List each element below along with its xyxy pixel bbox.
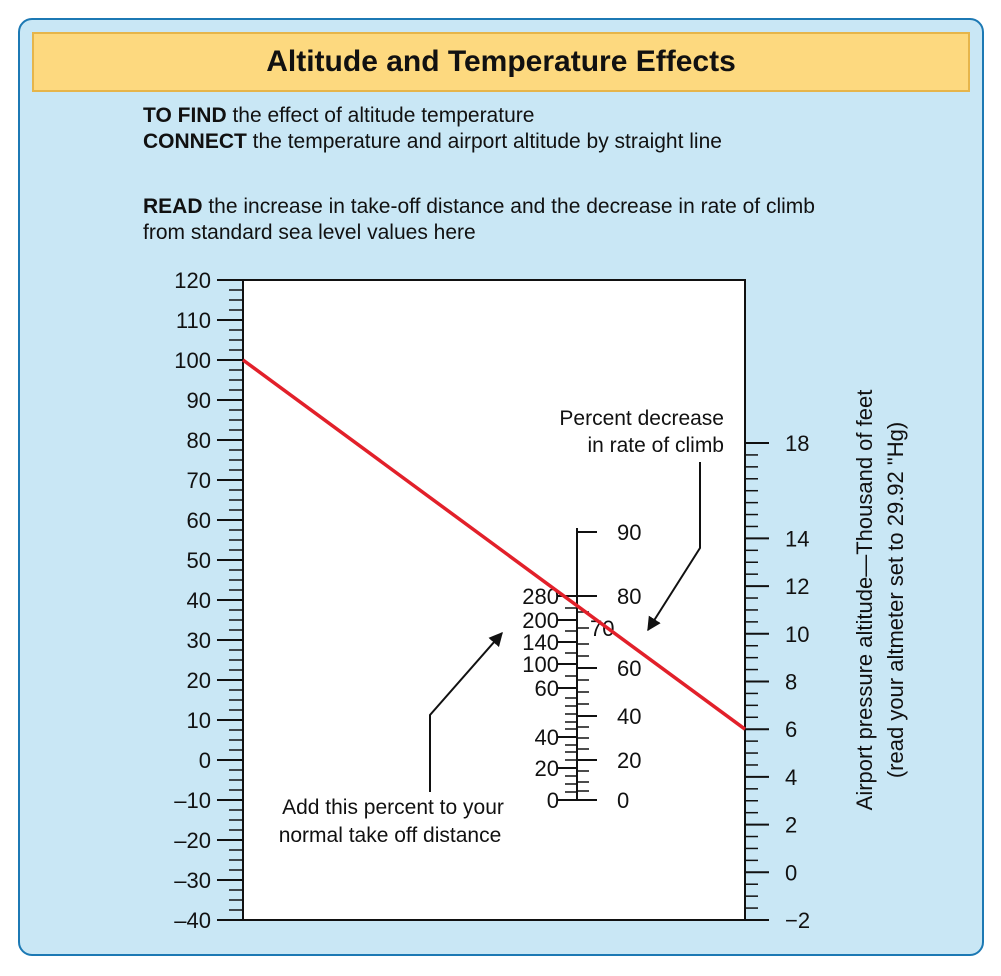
rate-of-climb-label-line2: in rate of climb — [587, 434, 724, 457]
altitude-tick-label: 10 — [785, 622, 809, 647]
temperature-tick-label: 10 — [187, 708, 211, 733]
page-title: Altitude and Temperature Effects — [266, 45, 736, 78]
altitude-tick-label: 18 — [785, 431, 809, 456]
takeoff-tick-label: 140 — [522, 630, 559, 655]
temperature-tick-label: 40 — [187, 588, 211, 613]
altitude-tick-label: 6 — [785, 717, 797, 742]
instruction-find-keyword: TO FIND — [143, 104, 227, 127]
temperature-tick-label: –40 — [174, 908, 211, 933]
takeoff-tick-label: 0 — [547, 788, 559, 813]
temperature-tick-label: 30 — [187, 628, 211, 653]
takeoff-tick-label: 100 — [522, 652, 559, 677]
instruction-connect: CONNECT the temperature and airport alti… — [143, 129, 722, 155]
altitude-tick-label: −2 — [785, 908, 810, 933]
temperature-tick-label: –20 — [174, 828, 211, 853]
climb-tick-label: 40 — [617, 704, 641, 729]
instruction-read-keyword: READ — [143, 195, 203, 218]
altitude-axis-title: Airport pressure altitude—Thousand of fe… — [852, 390, 877, 811]
takeoff-tick-label: 40 — [535, 725, 559, 750]
altitude-tick-label: 14 — [785, 526, 809, 551]
temperature-tick-label: 0 — [199, 748, 211, 773]
temperature-tick-label: 20 — [187, 668, 211, 693]
example-line — [241, 358, 747, 731]
rate-of-climb-arrow — [647, 462, 701, 632]
temperature-tick-label: 80 — [187, 428, 211, 453]
instruction-read: READ the increase in take-off distance a… — [143, 194, 843, 246]
temperature-tick-label: –10 — [174, 788, 211, 813]
instruction-connect-text: the temperature and airport altitude by … — [246, 130, 722, 153]
takeoff-label-line1: Add this percent to your — [282, 796, 504, 819]
takeoff-tick-label: 60 — [535, 676, 559, 701]
climb-tick-label: 80 — [617, 584, 641, 609]
takeoff-tick-label: 20 — [535, 756, 559, 781]
temperature-tick-label: 50 — [187, 548, 211, 573]
temperature-tick-label: 120 — [174, 268, 211, 293]
altitude-tick-label: 8 — [785, 670, 797, 695]
takeoff-arrow — [429, 631, 503, 792]
climb-tick-label: 0 — [617, 788, 629, 813]
temperature-tick-label: 60 — [187, 508, 211, 533]
climb-tick-label: 60 — [617, 656, 641, 681]
temperature-tick-label: 90 — [187, 388, 211, 413]
temperature-tick-label: 100 — [174, 348, 211, 373]
altitude-axis-subtitle: (read your altmeter set to 29.92 "Hg) — [883, 422, 908, 778]
instruction-connect-keyword: CONNECT — [143, 130, 247, 153]
temperature-tick-label: 110 — [176, 308, 211, 333]
takeoff-label-line2: normal take off distance — [279, 824, 502, 847]
temperature-tick-label: –30 — [174, 868, 211, 893]
altitude-tick-label: 12 — [785, 574, 809, 599]
temperature-tick-label: 70 — [187, 468, 211, 493]
instruction-find: TO FIND the effect of altitude temperatu… — [143, 103, 534, 129]
climb-tick-label: 20 — [617, 748, 641, 773]
climb-tick-label: 90 — [617, 520, 641, 545]
altitude-tick-label: 0 — [785, 860, 797, 885]
altitude-tick-label: 4 — [785, 765, 797, 790]
rate-of-climb-label-line1: Percent decrease — [559, 407, 724, 430]
chart-frame — [242, 279, 746, 921]
instruction-read-text: the increase in take-off distance and th… — [143, 195, 815, 244]
takeoff-tick-label: 200 — [522, 608, 559, 633]
title-bar: Altitude and Temperature Effects — [32, 32, 970, 92]
instruction-find-text: the effect of altitude temperature — [226, 104, 535, 127]
altitude-tick-label: 2 — [785, 813, 797, 838]
